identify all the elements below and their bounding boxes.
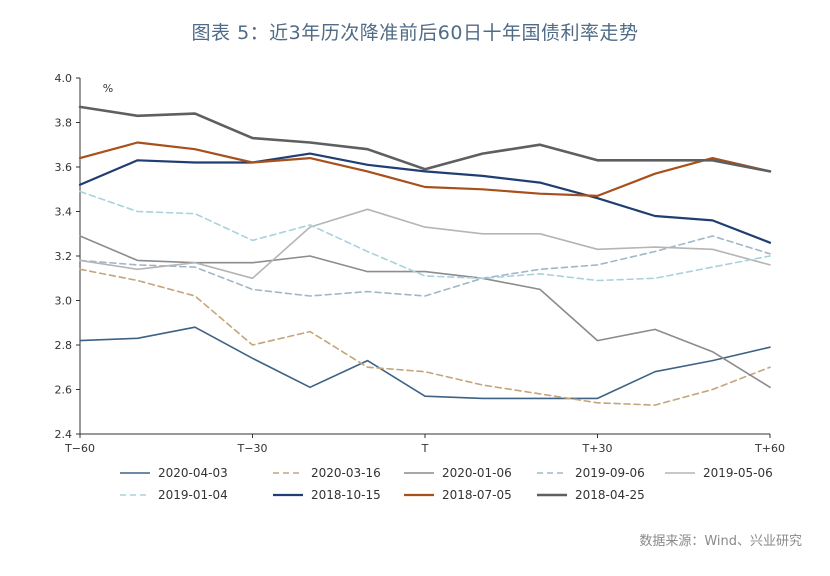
- y-tick-label: 3.2: [55, 250, 73, 263]
- y-tick-label: 3.8: [55, 117, 73, 130]
- x-tick-label: T−60: [64, 442, 95, 455]
- legend-label: 2018-07-05: [442, 488, 512, 502]
- series-line-2018-07-05: [78, 141, 772, 197]
- y-tick-label: 2.6: [55, 384, 73, 397]
- series-line-2019-09-06: [79, 235, 771, 297]
- y-tick-label: 2.4: [55, 428, 73, 441]
- series-line-2018-10-15: [78, 152, 772, 244]
- y-tick-label: 3.0: [55, 295, 73, 308]
- series-line-2020-04-03: [79, 326, 771, 400]
- x-tick-label: T−30: [237, 442, 268, 455]
- y-tick-label: 3.6: [55, 161, 73, 174]
- chart-title: 图表 5：近3年历次降准前后60日十年国债利率走势: [191, 22, 639, 44]
- legend-item-2018-07-05: 2018-07-05: [404, 488, 512, 502]
- x-tick-label: T: [421, 442, 429, 455]
- legend-item-2019-09-06: 2019-09-06: [537, 466, 645, 480]
- legend-label: 2020-03-16: [311, 466, 381, 480]
- legend-item-2020-04-03: 2020-04-03: [120, 466, 228, 480]
- chart-legend: 2020-04-03 2020-03-16 2020-01-06 2019-09-06…: [120, 466, 773, 502]
- legend-label: 2020-01-06: [442, 466, 512, 480]
- legend-item-2020-01-06: 2020-01-06: [404, 466, 512, 480]
- legend-label: 2020-04-03: [158, 466, 228, 480]
- chart-axes: 2.4 2.6 2.8 3.0 3.2 3.4 3.6 3.8 4.0% T−60 T−30 T T+3…: [55, 72, 785, 455]
- x-tick-label: T+60: [754, 442, 785, 455]
- legend-label: 2019-01-04: [158, 488, 228, 502]
- chart-svg: 2.4 2.6 2.8 3.0 3.2 3.4 3.6 3.8 4.0% T−60 T−30 T T+3…: [55, 72, 785, 502]
- y-tick-label: 4.0: [55, 72, 73, 85]
- legend-label: 2019-05-06: [703, 466, 773, 480]
- x-tick-label: T+30: [582, 442, 613, 455]
- legend-item-2019-05-06: 2019-05-06: [665, 466, 773, 480]
- series-line-2020-03-16: [79, 268, 771, 406]
- legend-label: 2018-04-25: [575, 488, 645, 502]
- legend-item-2019-01-04: 2019-01-04: [120, 488, 228, 502]
- legend-label: 2019-09-06: [575, 466, 645, 480]
- legend-item-2018-10-15: 2018-10-15: [273, 488, 381, 502]
- series-line-2018-04-25: [78, 105, 772, 173]
- chart-lines: [78, 105, 772, 406]
- y-tick-label: 2.8: [55, 339, 73, 352]
- y-tick-label: 3.4: [55, 206, 73, 219]
- y-axis-unit-label: %: [103, 82, 113, 95]
- series-line-2020-01-06: [79, 235, 771, 389]
- legend-label: 2018-10-15: [311, 488, 381, 502]
- legend-item-2018-04-25: 2018-04-25: [537, 488, 645, 502]
- source-note: 数据来源：Wind、兴业研究: [639, 534, 802, 549]
- series-line-2019-05-06: [79, 208, 771, 280]
- legend-item-2020-03-16: 2020-03-16: [273, 466, 381, 480]
